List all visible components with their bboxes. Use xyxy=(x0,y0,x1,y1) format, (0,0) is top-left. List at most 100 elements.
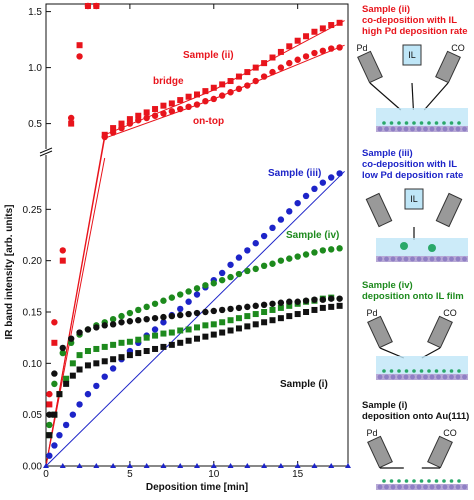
data-point-circle xyxy=(294,56,301,63)
data-point-circle xyxy=(235,85,243,93)
data-point-circle xyxy=(135,306,142,314)
data-point-circle xyxy=(84,390,92,398)
data-point-circle xyxy=(118,312,125,320)
substrate-atom xyxy=(455,256,461,262)
data-point-square xyxy=(76,366,83,373)
data-point-circle xyxy=(202,98,209,105)
pd-cluster xyxy=(382,369,386,373)
data-point-square xyxy=(59,257,66,264)
data-point-square xyxy=(303,309,310,315)
data-point-circle xyxy=(277,299,285,306)
data-point-square xyxy=(177,97,184,104)
substrate-atom xyxy=(416,126,422,132)
data-point-triangle xyxy=(126,463,133,468)
fit-line xyxy=(45,44,345,467)
data-point-circle xyxy=(244,267,251,275)
substrate-atom xyxy=(455,126,461,132)
deposition-arrow xyxy=(369,82,402,111)
pd-cluster xyxy=(400,242,408,250)
data-point-square xyxy=(252,321,259,328)
substrate-atom xyxy=(397,126,402,132)
substrate-atom xyxy=(397,374,402,380)
deposition-arrow xyxy=(423,82,449,111)
substrate-atom xyxy=(377,374,383,380)
data-point-circle xyxy=(118,124,125,132)
data-point-circle xyxy=(210,95,217,103)
substrate-atom xyxy=(410,484,415,490)
substrate-atom xyxy=(449,256,454,262)
y-axis-title: IR band intensity [arb. units] xyxy=(4,204,15,339)
substrate-atom xyxy=(410,126,415,132)
panel-source-label: Pd xyxy=(356,43,367,53)
data-point-circle xyxy=(76,53,83,60)
substrate-atom xyxy=(436,256,441,262)
panel-title-line: Sample (iii) xyxy=(362,148,413,159)
data-point-circle xyxy=(311,249,318,256)
x-tick-label: 15 xyxy=(292,469,304,480)
deposition-arrow xyxy=(411,82,414,111)
data-point-square xyxy=(168,329,175,336)
data-point-square xyxy=(261,319,268,326)
data-point-square xyxy=(118,354,125,361)
evaporator-icon xyxy=(367,315,393,349)
x-axis-title: Deposition time [min] xyxy=(146,482,248,493)
data-point-circle xyxy=(101,133,108,141)
data-point-circle xyxy=(160,297,167,304)
substrate-atom xyxy=(442,256,448,262)
data-point-circle xyxy=(244,303,251,311)
data-point-circle xyxy=(227,273,234,281)
data-point-square xyxy=(210,331,217,338)
data-point-triangle xyxy=(227,463,234,468)
data-point-circle xyxy=(101,322,108,329)
data-point-square xyxy=(76,352,83,359)
data-point-circle xyxy=(252,240,259,247)
data-point-square xyxy=(286,43,293,50)
fit-line xyxy=(45,20,345,467)
data-point-square xyxy=(210,84,217,91)
data-point-triangle xyxy=(93,463,100,468)
data-point-circle xyxy=(286,298,293,305)
data-point-square xyxy=(219,329,226,336)
data-point-circle xyxy=(244,82,251,89)
data-point-square xyxy=(244,69,251,76)
data-point-circle xyxy=(328,246,335,253)
data-point-circle xyxy=(319,296,327,303)
data-point-square xyxy=(277,315,284,322)
pd-cluster xyxy=(449,479,454,483)
data-point-triangle xyxy=(143,463,150,468)
panel-title-line: Sample (iv) xyxy=(362,280,413,291)
au-substrate xyxy=(376,126,468,132)
y-tick-label: 0.25 xyxy=(23,205,43,216)
pd-cluster xyxy=(434,369,439,373)
data-point-square xyxy=(118,120,125,127)
panel-source-label: CO xyxy=(443,308,457,318)
data-point-circle xyxy=(252,265,259,273)
data-point-square xyxy=(336,302,343,309)
substrate-atom xyxy=(377,484,383,490)
data-point-triangle xyxy=(311,463,318,468)
data-point-triangle xyxy=(328,463,335,468)
data-point-circle xyxy=(160,313,167,321)
pd-cluster xyxy=(442,369,446,373)
data-point-circle xyxy=(260,73,268,80)
y-tick-label: 0.00 xyxy=(23,462,43,473)
substrate-atom xyxy=(384,256,389,262)
data-point-square xyxy=(126,116,133,123)
data-point-circle xyxy=(218,306,226,314)
data-point-circle xyxy=(135,117,142,124)
data-point-triangle xyxy=(210,463,217,468)
data-point-square xyxy=(235,325,242,332)
data-point-circle xyxy=(277,257,285,264)
pd-cluster xyxy=(389,479,394,483)
substrate-atom xyxy=(390,374,396,380)
data-point-circle xyxy=(319,247,327,254)
data-point-square xyxy=(101,343,108,350)
substrate-atom xyxy=(416,256,422,262)
data-point-triangle xyxy=(43,463,49,468)
substrate-atom xyxy=(397,484,402,490)
data-point-square xyxy=(118,339,125,346)
panel-4: Sample (i)deposition onto Au(111) Pd CO xyxy=(362,400,469,490)
data-point-circle xyxy=(260,262,268,269)
data-point-circle xyxy=(269,260,276,267)
